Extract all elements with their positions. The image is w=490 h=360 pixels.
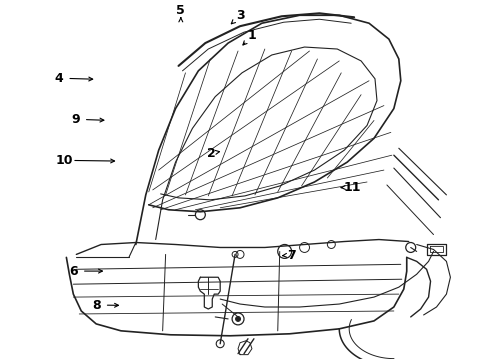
Text: 9: 9 [72,113,80,126]
Text: 3: 3 [236,9,245,22]
Text: 8: 8 [93,298,101,311]
Text: 5: 5 [176,4,185,17]
Text: 10: 10 [55,154,73,167]
Text: 7: 7 [287,248,295,261]
Text: 11: 11 [343,181,361,194]
Text: 4: 4 [55,72,64,85]
Text: 6: 6 [70,265,78,278]
Circle shape [236,316,241,321]
Text: 1: 1 [248,29,257,42]
Text: 2: 2 [207,147,215,160]
